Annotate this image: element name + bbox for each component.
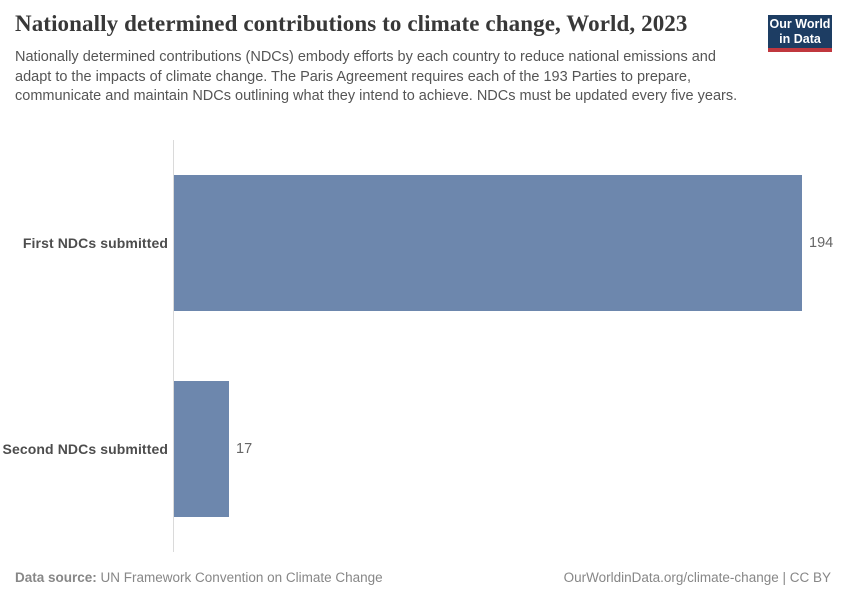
data-source-value: UN Framework Convention on Climate Chang… — [100, 570, 383, 585]
owid-logo-line2: in Data — [779, 32, 821, 46]
value-label-first-ndcs: 194 — [809, 235, 834, 251]
value-label-second-ndcs: 17 — [236, 441, 253, 457]
chart-subtitle: Nationally determined contributions (NDC… — [15, 49, 738, 104]
bar-first-ndcs[interactable] — [174, 175, 802, 311]
owid-logo: Our World in Data — [768, 15, 832, 52]
bar-chart: First NDCs submitted 194 Second NDCs sub… — [0, 140, 850, 552]
page-title: Nationally determined contributions to c… — [15, 11, 688, 36]
bar-group-second-ndcs: 17 — [174, 381, 252, 517]
owid-logo-line1: Our World — [769, 17, 831, 31]
data-source-label: Data source: — [15, 570, 97, 585]
category-label-second-ndcs: Second NDCs submitted — [2, 441, 168, 457]
category-label-first-ndcs: First NDCs submitted — [22, 235, 168, 251]
y-axis-line — [173, 140, 174, 552]
attribution-link[interactable]: OurWorldinData.org/climate-change | CC B… — [563, 570, 831, 585]
data-source: Data source: UN Framework Convention on … — [15, 569, 383, 586]
bar-row-second-ndcs: Second NDCs submitted 17 — [0, 346, 850, 552]
bar-row-first-ndcs: First NDCs submitted 194 — [0, 140, 850, 346]
bar-second-ndcs[interactable] — [174, 381, 229, 517]
bar-group-first-ndcs: 194 — [174, 175, 833, 311]
chart-footer: Data source: UN Framework Convention on … — [15, 569, 831, 586]
